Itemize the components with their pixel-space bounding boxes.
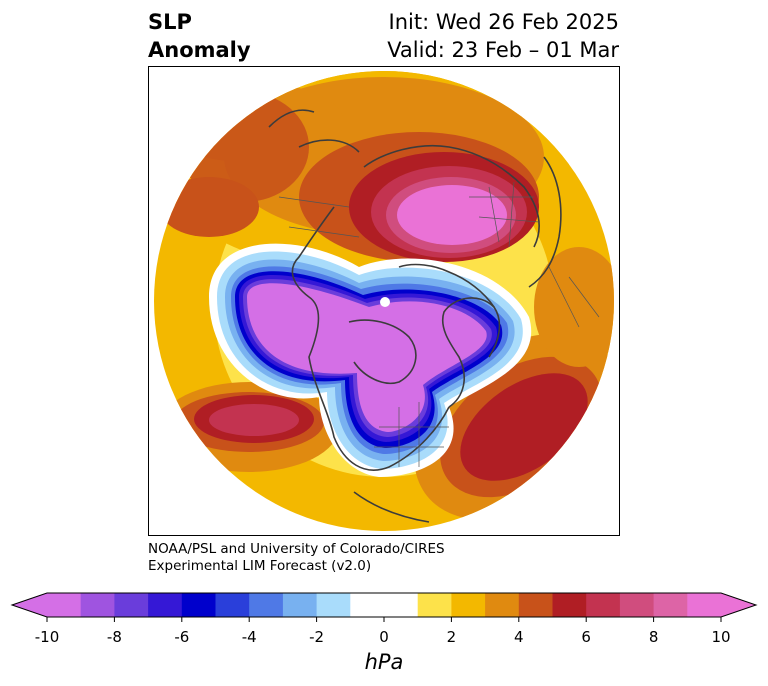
credit-model: Experimental LIM Forecast (v2.0): [148, 558, 372, 574]
data-credit: NOAA/PSL and University of Colorado/CIRE…: [148, 541, 445, 575]
colorbar-bin: [47, 593, 82, 617]
colorbar-tick-label: -8: [106, 628, 122, 646]
colorbar-bin: [687, 593, 722, 617]
credit-source: NOAA/PSL and University of Colorado/CIRE…: [148, 541, 445, 557]
init-date: Init: Wed 26 Feb 2025: [388, 10, 619, 34]
colorbar-tick-label: -2: [309, 628, 325, 646]
colorbar-units: hPa: [364, 650, 404, 674]
colorbar-tick-label: 8: [648, 628, 659, 646]
colorbar-bin: [586, 593, 621, 617]
colorbar-bin: [552, 593, 587, 617]
political-borders: [278, 181, 600, 467]
colorbar-bin: [518, 593, 553, 617]
forecast-dates: Init: Wed 26 Feb 2025 Valid: 23 Feb – 01…: [387, 8, 619, 64]
pole-marker: [380, 297, 390, 307]
colorbar-bin: [249, 593, 284, 617]
colorbar-bin: [350, 593, 385, 617]
colorbar-tick-label: -10: [34, 628, 60, 646]
colorbar-bin: [215, 593, 250, 617]
colorbar-bin: [417, 593, 452, 617]
coastlines: [268, 109, 562, 523]
colorbar-tick-label: 4: [514, 628, 524, 646]
colorbar-bin: [619, 593, 655, 617]
colorbar: [0, 585, 768, 686]
valid-range: Valid: 23 Feb – 01 Mar: [387, 38, 619, 62]
colorbar-bin: [653, 593, 688, 617]
slp-anomaly-map: [154, 71, 614, 531]
colorbar-tick-label: 10: [711, 628, 731, 646]
colorbar-scale: [10, 592, 758, 622]
colorbar-tick-label: -6: [174, 628, 190, 646]
colorbar-bin: [114, 593, 149, 617]
colorbar-bin: [451, 593, 486, 617]
colorbar-tick-label: -4: [241, 628, 257, 646]
colorbar-bin: [384, 593, 419, 617]
colorbar-tick-label: 0: [379, 628, 389, 646]
negative-anomaly-complex: [209, 243, 532, 477]
colorbar-bin: [148, 593, 183, 617]
colorbar-bin: [181, 593, 216, 617]
colorbar-tick-label: 2: [446, 628, 457, 646]
west-positive-band: [159, 177, 259, 237]
east-positive-band: [534, 247, 614, 367]
colorbar-bin: [80, 593, 115, 617]
title-subject: Anomaly: [148, 38, 251, 62]
colorbar-bin: [316, 593, 351, 617]
colorbar-tick-label: 6: [581, 628, 591, 646]
map-title: SLP Anomaly: [148, 8, 251, 64]
title-variable: SLP: [148, 10, 192, 34]
colorbar-extend-max: [721, 593, 756, 617]
colorbar-bin: [282, 593, 318, 617]
colorbar-bin: [485, 593, 520, 617]
map-panel: [148, 66, 620, 536]
colorbar-extend-min: [12, 593, 47, 617]
